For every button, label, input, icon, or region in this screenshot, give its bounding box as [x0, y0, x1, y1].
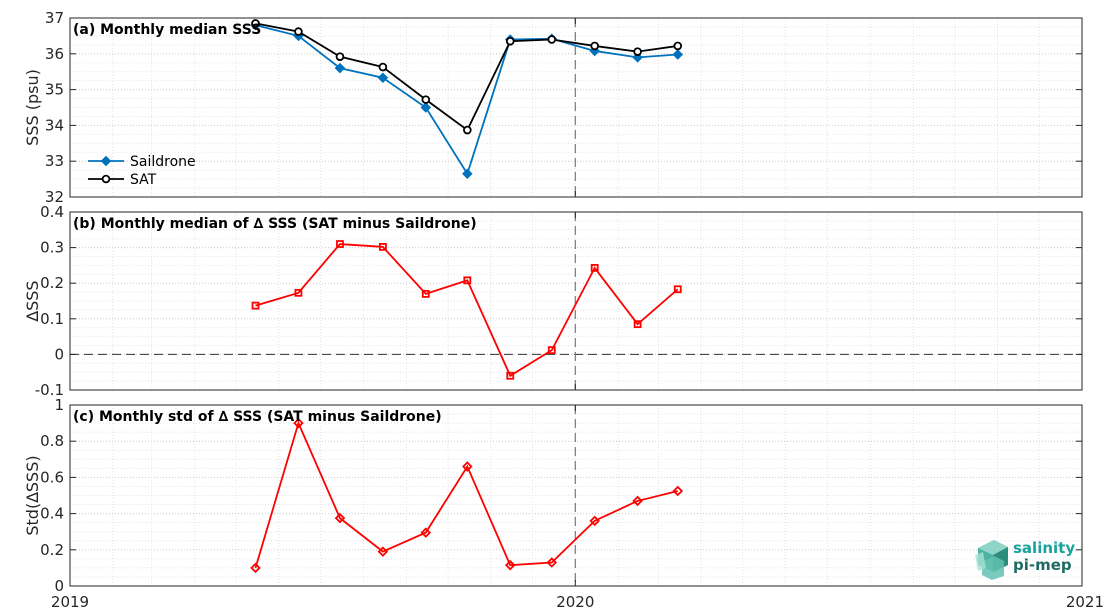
y-tick-label: 0.2 — [40, 541, 64, 559]
y-tick-label: 0.1 — [40, 310, 64, 328]
logo-line1: salinity — [1013, 539, 1075, 557]
panel-title: (a) Monthly median SSS — [73, 22, 261, 38]
data-point — [463, 276, 472, 285]
y-tick-label: 0 — [54, 345, 64, 363]
y-tick-label: 0.8 — [40, 432, 64, 450]
data-point — [590, 41, 599, 51]
data-point — [251, 19, 260, 28]
panel-c: 0 0.2 0.4 0.6 0.8 1 Std(∆SSS) (c) Monthly std o… — [23, 396, 1083, 595]
data-point — [250, 562, 261, 574]
data-point — [672, 49, 684, 60]
data-point — [462, 461, 473, 472]
data-point — [505, 36, 515, 46]
data-point — [632, 495, 643, 507]
data-point — [463, 125, 472, 135]
y-tick-label: 0.3 — [40, 239, 64, 257]
y-tick-label: 1 — [54, 396, 64, 414]
data-point — [334, 512, 346, 524]
data-point — [547, 35, 557, 44]
legend-label: SAT — [130, 172, 157, 188]
data-point — [336, 240, 344, 248]
legend-marker — [100, 155, 112, 167]
data-point — [633, 320, 642, 329]
data-point — [293, 417, 304, 429]
data-point — [633, 47, 642, 56]
legend-label: Saildrone — [130, 154, 196, 170]
axes-box — [69, 211, 1083, 391]
x-axis-labels: 2019 2020 2021 — [51, 593, 1104, 611]
plot-area — [70, 405, 1082, 586]
legend: Saildrone SAT — [88, 154, 196, 188]
panel-b: -0.1 0 0.1 0.2 0.3 0.4 ∆SSS (b) Monthly median … — [23, 203, 1083, 399]
data-point — [377, 546, 389, 557]
data-point — [546, 557, 558, 568]
plot-area — [70, 212, 1082, 390]
logo-cube-icon — [975, 540, 1008, 580]
y-tick-label: 0.4 — [40, 203, 64, 221]
data-point — [590, 263, 599, 272]
y-tick-label: 35 — [45, 81, 64, 99]
data-point — [673, 285, 682, 294]
data-point — [673, 41, 683, 51]
logo-line2: pi-mep — [1013, 556, 1072, 574]
x-tick-label: 2019 — [51, 593, 89, 611]
panel-title: (b) Monthly median of ∆ SSS (SAT minus S… — [73, 216, 477, 232]
data-point — [421, 289, 430, 298]
panel-a: 32 33 34 35 36 37 SSS (psu) (a) Monthly median … — [23, 9, 1083, 206]
data-point — [378, 62, 388, 72]
y-tick-label: 36 — [45, 45, 64, 63]
data-point — [294, 27, 303, 36]
data-point — [589, 515, 600, 527]
data-point — [251, 301, 260, 310]
series-line-delta — [254, 420, 678, 569]
y-tick-label: 32 — [45, 188, 64, 206]
axes-box — [69, 17, 1083, 198]
data-point — [294, 288, 303, 297]
data-point — [335, 52, 345, 61]
data-point — [462, 168, 473, 180]
axes-box — [69, 404, 1083, 587]
y-axis-label: SSS (psu) — [23, 69, 42, 146]
x-tick-label: 2021 — [1066, 593, 1104, 611]
y-tick-label: 0 — [54, 577, 64, 595]
data-point — [506, 371, 515, 380]
data-point — [420, 527, 432, 538]
y-tick-label: 37 — [45, 9, 64, 27]
salinity-pimep-logo: salinity pi-mep — [975, 539, 1075, 580]
data-point — [672, 485, 684, 497]
y-tick-label: 0.4 — [40, 505, 64, 523]
y-tick-label: -0.1 — [35, 381, 64, 399]
x-tick-label: 2020 — [556, 593, 594, 611]
y-tick-label: 0.2 — [40, 274, 64, 292]
panel-title: (c) Monthly std of ∆ SSS (SAT minus Sail… — [73, 409, 442, 425]
series-line-delta — [255, 243, 679, 378]
data-point — [421, 95, 431, 104]
data-point — [334, 62, 346, 74]
y-tick-label: 0.6 — [40, 468, 64, 486]
data-point — [378, 242, 387, 251]
data-point — [504, 559, 516, 571]
y-axis-label: ∆SSS — [23, 280, 42, 322]
data-point — [420, 102, 432, 113]
legend-marker — [101, 174, 111, 184]
y-tick-label: 34 — [45, 116, 64, 134]
data-point — [377, 72, 389, 84]
y-axis-label: Std(∆SSS) — [23, 455, 42, 535]
data-point — [547, 346, 556, 355]
y-tick-label: 33 — [45, 152, 64, 170]
